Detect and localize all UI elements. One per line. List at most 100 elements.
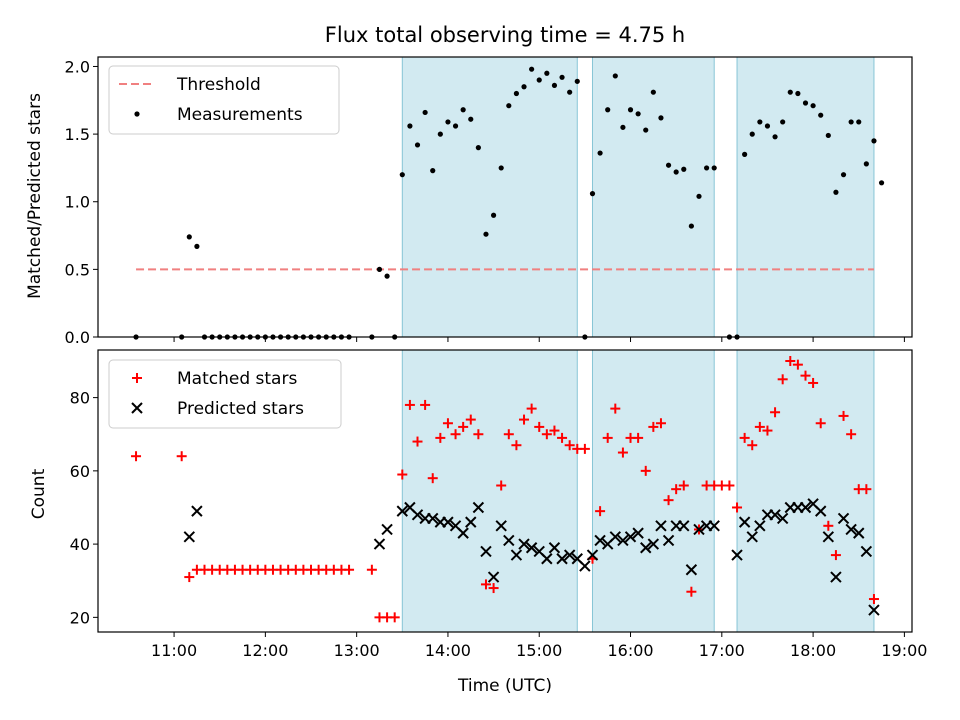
xtick-label-4: 15:00 [516,641,562,660]
bottom-series-1-point-21-b [525,542,538,554]
bottom-series-0-point-71 [724,480,735,491]
top-series-0-point-68 [703,165,710,171]
bottom-series-1-point-23 [541,553,553,565]
bottom-series-1-point-58-b [822,531,835,543]
top-series-0-point-75 [764,123,771,129]
bottom-ytick-label-3: 80 [70,389,90,408]
bottom-series-0-point-29 [404,399,415,410]
top-series-0-point-50 [567,89,573,95]
xtick-label-0: 11:00 [151,641,197,660]
bottom-series-1-point-60-b [837,512,850,525]
top-series-0-point-43 [513,90,520,97]
top-series-0-point-53 [589,191,596,197]
top-series-0-point-74 [757,119,763,125]
bottom-series-0-point-63 [663,495,674,506]
top-series-0-point-40 [490,212,497,218]
bottom-series-1-point-38 [655,520,667,532]
bottom-y-axis-label: Count [29,468,49,519]
bottom-series-1-point-19-b [510,549,523,561]
bottom-series-0-point-81 [800,370,811,381]
top-series-0-point-90 [878,180,885,186]
bottom-series-1-point-43-b [693,523,705,536]
bottom-series-0-point-83 [815,418,826,429]
top-series-0-point-66 [688,223,694,229]
bottom-series-1-point-47-b [738,516,751,528]
bottom-series-1-point-52 [776,512,789,525]
bottom-series-0-point-43 [511,440,522,451]
bottom-series-1-point-24-b [548,542,561,554]
bottom-series-1-point-62 [853,527,865,539]
bottom-series-1-point-12 [457,527,469,539]
bottom-series-0-point-47 [541,429,552,440]
top-series-0-point-55 [605,107,611,113]
top-series-0-point-32 [430,168,436,174]
bottom-series-1-point-27-b [571,553,583,565]
top-series-0-point-25 [376,266,383,272]
top-series-0-point-56 [612,73,618,79]
bottom-series-1-point-8 [427,512,439,525]
xtick-label-1: 12:00 [242,641,288,660]
bottom-series-1-point-15 [480,545,492,558]
bottom-series-0-point-61 [648,421,659,432]
bottom-series-0-point-41 [496,480,507,491]
bottom-series-0-point-36 [458,421,469,432]
top-series-0-point-69 [711,165,717,171]
top-series-0-point-59 [635,111,641,117]
chart-title: Flux total observing time = 4.75 h [325,23,685,47]
bottom-series-1-point-6 [411,509,424,521]
top-series-0-point-77 [780,119,786,125]
xtick-label-6: 17:00 [699,641,745,660]
xtick-label-3: 14:00 [425,641,471,660]
legend-entry-threshold-label: Threshold [176,75,261,95]
bottom-series-1-point-59 [830,571,842,583]
bottom-series-1-point-63 [860,545,873,558]
bottom-series-1-point-48-b [746,531,758,543]
bottom-series-0-point-38 [473,429,484,440]
bottom-observing-window-2 [736,349,875,633]
top-series-0-point-87 [856,119,862,125]
bottom-series-0-point-75 [754,421,765,432]
bottom-series-1-point-18 [503,534,515,547]
top-series-0-point-72 [742,151,748,157]
bottom-series-0-point-35 [450,429,461,440]
bottom-series-1-point-62-b [853,527,865,539]
bottom-series-1-point-45 [708,520,720,532]
bottom-series-0-point-49 [557,432,568,443]
bottom-series-0-point-66 [686,586,697,597]
bottom-series-1-point-32-b [609,531,622,543]
bottom-series-0-point-72 [732,502,743,513]
top-series-0-point-46 [536,77,542,83]
bottom-series-1-point-43 [693,523,705,536]
bottom-series-1-point-30-b [594,534,606,547]
bottom-series-1-point-60 [837,512,850,525]
top-series-0-point-34 [445,119,451,125]
bottom-series-1-point-51 [769,509,781,521]
legend-entry-measurements: Measurements [134,105,303,125]
bottom-series-1-point-4-b [396,505,409,517]
bottom-series-1-point-10 [442,516,454,528]
top-series-0-point-85 [840,172,847,178]
xtick-label-2: 13:00 [334,641,380,660]
bottom-series-1-point-55 [799,501,812,514]
top-series-0-point-2 [186,234,192,240]
bottom-series-1-point-61 [845,523,857,536]
bottom-series-1-point-8-b [427,512,439,525]
bottom-series-1-point-51-b [769,509,781,521]
top-series-0-point-81 [810,103,816,109]
top-series-0-point-63 [665,162,672,168]
bottom-series-1-point-23-b [541,553,553,565]
bottom-series-0-point-44 [519,414,530,425]
xtick-label-8: 19:00 [881,641,927,660]
bottom-series-0-point-56 [610,403,621,414]
top-series-0-point-67 [696,193,702,199]
bottom-series-1-point-34 [624,531,637,543]
bottom-series-1-point-61-b [845,523,857,536]
top-series-0-point-54 [597,150,603,156]
top-series-0-point-38 [475,145,481,151]
bottom-series-0-point-31 [420,399,431,410]
bottom-series-1-point-17 [495,520,507,532]
bottom-series-0-point-79 [785,355,796,366]
top-series-0-point-83 [825,132,831,139]
bottom-series-1-point-29-b [586,549,599,561]
top-ytick-label-0: 0.0 [65,328,90,347]
